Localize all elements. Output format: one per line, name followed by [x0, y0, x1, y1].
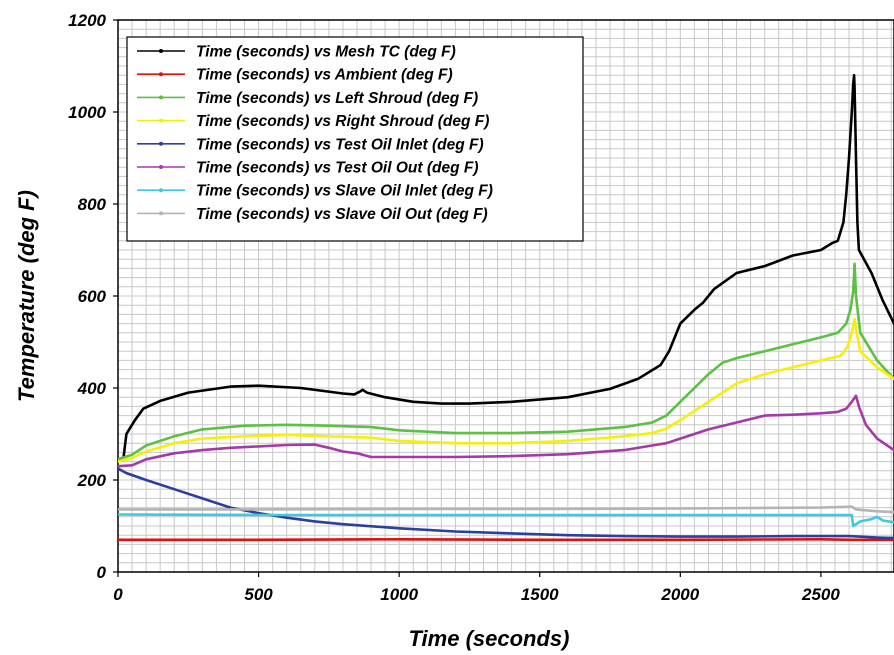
series-line-3: [118, 262, 894, 461]
legend-marker-2: [159, 72, 163, 77]
y-tick-label: 0: [97, 563, 107, 582]
x-tick-label: 2000: [660, 585, 699, 604]
legend-marker-8: [159, 211, 163, 216]
y-tick-label: 1000: [68, 103, 106, 122]
x-tick-label: 1500: [521, 585, 559, 604]
series-line-5: [118, 467, 894, 540]
series-line-1: [118, 73, 894, 463]
x-tick-label: 0: [113, 585, 123, 604]
series-line-8: [118, 505, 894, 514]
legend-marker-4: [159, 118, 163, 123]
legend-marker-5: [159, 141, 163, 146]
series-line-4: [118, 317, 894, 463]
series-line-2: [118, 538, 894, 542]
legend-label-2: Time (seconds) vs Ambient (deg F): [196, 67, 453, 84]
series-line-7: [118, 513, 894, 528]
legend-label-4: Time (seconds) vs Right Shroud (deg F): [196, 113, 489, 130]
legend-marker-6: [159, 165, 163, 169]
legend-label-5: Time (seconds) vs Test Oil Inlet (deg F): [196, 136, 484, 153]
legend-label-6: Time (seconds) vs Test Oil Out (deg F): [196, 160, 479, 177]
legend-box: [126, 36, 584, 242]
y-tick-label: 400: [77, 379, 107, 398]
legend-marker-3: [159, 95, 163, 100]
legend-label-1: Time (seconds) vs Mesh TC (deg F): [196, 44, 456, 61]
y-tick-label: 1200: [68, 11, 106, 30]
x-tick-label: 500: [244, 585, 273, 604]
y-axis-title: Temperature (deg F): [14, 190, 39, 402]
legend-label-7: Time (seconds) vs Slave Oil Inlet (deg F…: [196, 183, 493, 200]
x-tick-label: 2500: [801, 585, 840, 604]
y-tick-label: 800: [78, 195, 107, 214]
x-tick-label: 1000: [380, 585, 418, 604]
series-line-6: [118, 394, 894, 468]
axes: 0 500 1000 1500 2000 2500 0 200 400 600 800 1000 120…: [68, 11, 840, 604]
series-lines: [118, 73, 894, 542]
y-tick-label: 600: [78, 287, 107, 306]
legend-label-3: Time (seconds) vs Left Shroud (deg F): [196, 90, 478, 107]
legend-marker-7: [159, 188, 163, 193]
y-tick-label: 200: [77, 471, 107, 490]
legend: Time (seconds) vs Mesh TC (deg F) Time (s…: [126, 36, 584, 242]
x-axis-title: Time (seconds): [409, 626, 570, 651]
legend-marker-1: [159, 49, 163, 53]
legend-label-8: Time (seconds) vs Slave Oil Out (deg F): [196, 206, 488, 223]
